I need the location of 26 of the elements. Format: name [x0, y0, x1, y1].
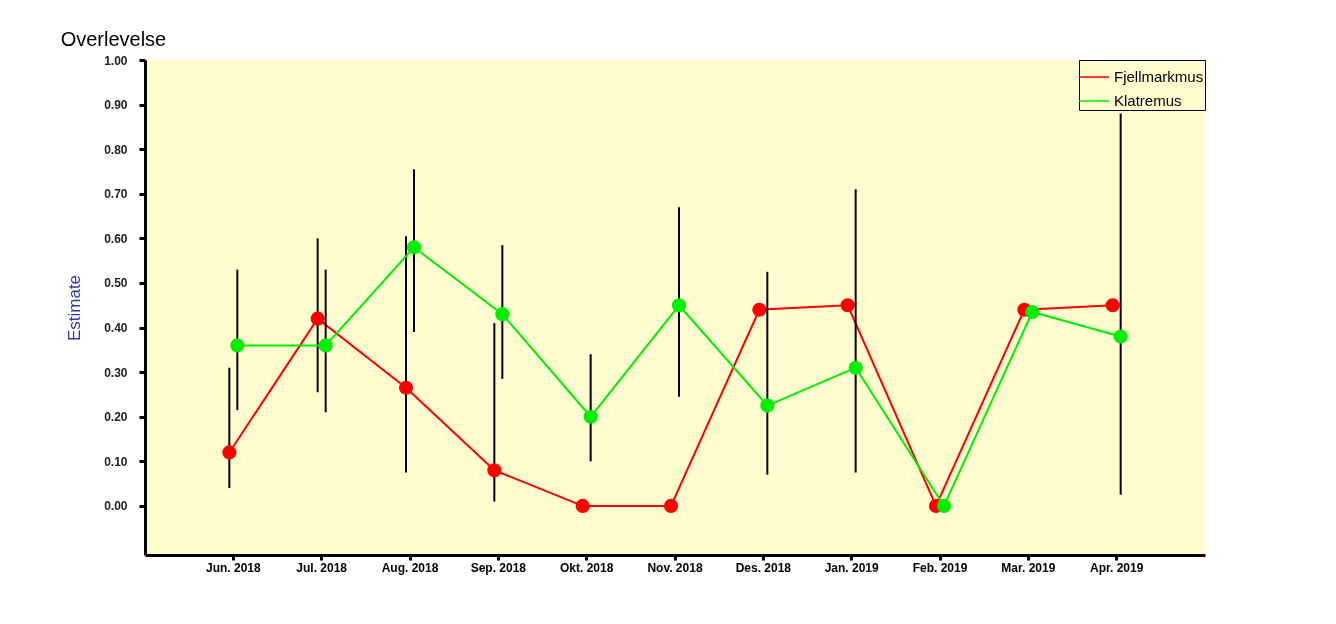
- y-tick-label: 0.10: [104, 454, 128, 469]
- x-tick-label: Des. 2018: [735, 560, 792, 575]
- legend-label: Fjellmarkmus: [1114, 68, 1204, 85]
- y-tick-label: 0.90: [104, 98, 128, 113]
- y-tick-label: 0.80: [104, 142, 128, 157]
- y-tick-label: 0.60: [104, 231, 128, 246]
- x-tick-label: Nov. 2018: [647, 560, 703, 575]
- y-tick-label: 0.40: [104, 321, 128, 336]
- x-tick-label: Aug. 2018: [381, 560, 439, 575]
- y-tick-label: 0.70: [104, 187, 128, 202]
- legend-label: Klatremus: [1114, 92, 1182, 109]
- y-tick-label: 0.00: [104, 499, 128, 514]
- y-axis-title: Estimate: [65, 274, 85, 342]
- x-tick-label: Jun. 2018: [205, 560, 262, 575]
- chart-title: Overlevelse: [60, 28, 167, 50]
- y-tick-label: 1.00: [104, 53, 128, 68]
- x-tick-label: Jan. 2019: [824, 560, 880, 575]
- x-tick-label: Sep. 2018: [470, 560, 527, 575]
- y-tick-label: 0.30: [104, 365, 128, 380]
- x-tick-label: Feb. 2019: [912, 560, 968, 575]
- x-tick-label: Jul. 2018: [296, 560, 348, 575]
- y-tick-label: 0.50: [104, 276, 128, 291]
- x-tick-label: Apr. 2019: [1089, 560, 1144, 575]
- x-tick-label: Okt. 2018: [559, 560, 614, 575]
- y-tick-label: 0.20: [104, 410, 128, 425]
- x-tick-label: Mar. 2019: [1001, 560, 1056, 575]
